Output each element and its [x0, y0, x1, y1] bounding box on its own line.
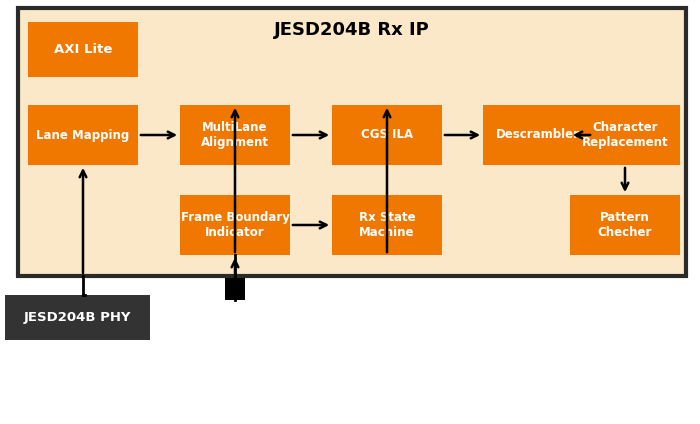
Text: Descrambler: Descrambler [496, 128, 580, 142]
Text: CGS ILA: CGS ILA [361, 128, 413, 142]
Bar [483, 105, 593, 165]
Bar [28, 105, 138, 165]
Bar [332, 105, 442, 165]
Bar [180, 105, 290, 165]
Bar [570, 195, 680, 255]
Bar [225, 278, 245, 300]
Text: Pattern
Checher: Pattern Checher [598, 211, 652, 239]
Text: MultiLane
Alignment: MultiLane Alignment [201, 121, 269, 149]
Text: JESD204B Rx IP: JESD204B Rx IP [274, 21, 430, 39]
Bar [18, 8, 686, 276]
Text: JESD204B PHY: JESD204B PHY [24, 311, 132, 324]
Text: Rx State
Machine: Rx State Machine [358, 211, 415, 239]
Text: AXI Lite: AXI Lite [54, 43, 112, 56]
Bar [28, 22, 138, 77]
Text: Lane Mapping: Lane Mapping [36, 128, 130, 142]
Bar [5, 295, 150, 340]
Bar [180, 195, 290, 255]
Bar [332, 195, 442, 255]
Text: Frame Boundary
Indicator: Frame Boundary Indicator [181, 211, 289, 239]
Text: Character
Replacement: Character Replacement [582, 121, 668, 149]
Bar [570, 105, 680, 165]
